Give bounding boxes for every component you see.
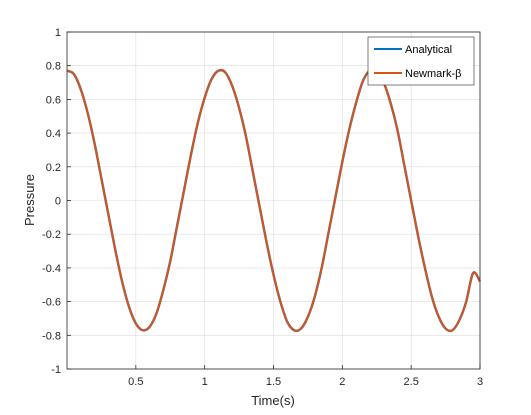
grid	[67, 31, 481, 370]
y-axis-label: Pressure	[22, 174, 37, 226]
y-tick-label: -1	[51, 364, 61, 376]
y-tick-label: -0.2	[42, 229, 61, 241]
y-tick-label: 0	[55, 196, 61, 208]
x-tick-label: 0.5	[128, 376, 143, 388]
y-axis: 1 0.8 0.6 0.4 0.2 0 -0.2 -0.4 -0.6 -0.8 -1	[42, 27, 71, 376]
series-line-newmark	[66, 69, 481, 332]
series-group	[66, 68, 482, 333]
legend-label-newmark: Newmark-β	[405, 68, 461, 80]
x-tick-label: 1	[202, 376, 208, 388]
y-tick-label: 1	[55, 27, 61, 39]
x-axis: 0.5 1 1.5 2 2.5 3	[128, 365, 483, 388]
y-tick-label: 0.6	[46, 94, 61, 106]
y-tick-label: -0.6	[42, 297, 61, 309]
x-axis-label: Time(s)	[251, 393, 295, 408]
y-tick-label: 0.4	[46, 128, 61, 140]
x-tick-label: 2.5	[404, 376, 419, 388]
x-tick-label: 2	[339, 376, 345, 388]
legend-box	[367, 36, 475, 86]
y-tick-label: 0.2	[46, 162, 61, 174]
y-tick-label: -0.4	[42, 263, 61, 275]
x-tick-label: 3	[477, 376, 483, 388]
y-tick-label: -0.8	[42, 330, 61, 342]
x-tick-label: 1.5	[266, 376, 281, 388]
legend-label-analytical: Analytical	[405, 44, 452, 56]
legend[interactable]: Analytical Newmark-β	[367, 36, 475, 86]
y-tick-label: 0.8	[46, 61, 61, 73]
